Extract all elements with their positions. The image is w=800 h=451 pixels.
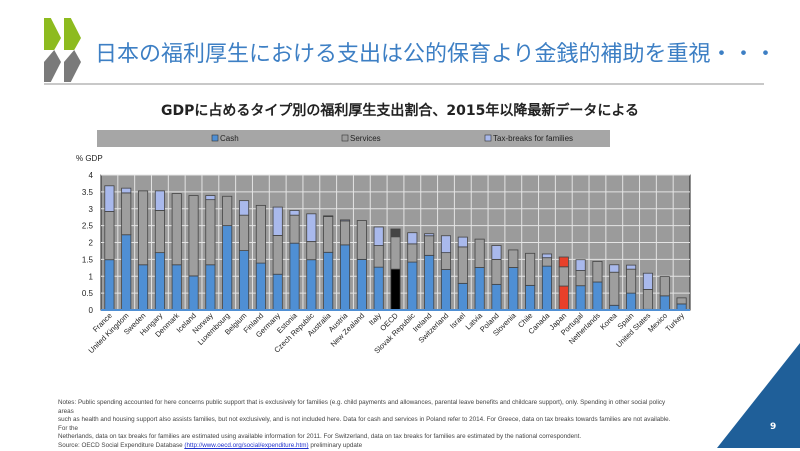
bar-segment-tax-breaks-for-families [121, 187, 132, 194]
bar-segment-services [676, 297, 687, 305]
note-line: Netherlands, data on tax breaks for fami… [58, 433, 582, 441]
y-tick-label: 0 [89, 306, 94, 315]
bar-segment-services [255, 204, 266, 264]
bar-segment-tax-breaks-for-families [626, 264, 637, 270]
bar-segment-tax-breaks-for-families [390, 228, 401, 238]
bar-segment-tax-breaks-for-families [205, 195, 216, 201]
bar-segment-services [171, 193, 182, 266]
bar-segment-tax-breaks-for-families [306, 213, 317, 242]
bar-segment-tax-breaks-for-families [541, 253, 552, 259]
title-divider [44, 83, 764, 85]
bar-segment-tax-breaks-for-families [575, 259, 586, 271]
y-tick-label: 0.5 [82, 289, 94, 298]
bar-segment-tax-breaks-for-families [440, 235, 452, 254]
note-line: such as health and housing support also … [58, 416, 671, 432]
y-tick-label: 2 [89, 239, 94, 248]
bar-segment-tax-breaks-for-families [373, 226, 384, 246]
legend-swatch [341, 134, 349, 142]
stacked-bar-chart: Cash Services Tax-breaks for families 0 0.5 1… [76, 130, 691, 355]
bar-segment-tax-breaks-for-families [323, 215, 334, 217]
y-tick-label: 3.5 [82, 188, 94, 197]
bar-segment-services [222, 195, 233, 227]
y-tick-label: 1.5 [82, 255, 94, 264]
legend-swatch [484, 134, 492, 142]
legend-swatch [211, 134, 219, 142]
y-tick-label: 1 [89, 272, 94, 281]
bar-segment-tax-breaks-for-families [154, 190, 165, 211]
bar-segment-services [138, 190, 149, 266]
legend-label: Cash [220, 134, 239, 143]
bar-segment-tax-breaks-for-families [424, 233, 435, 237]
bar-segment-tax-breaks-for-families [457, 236, 468, 248]
source-line: Source: OECD Social Expenditure Database… [58, 442, 678, 451]
oecd-chevron-logo [44, 18, 81, 82]
notes: Notes: Public spending accounted for her… [58, 399, 678, 451]
bar-segment-services [474, 238, 485, 268]
bar-segment-services [659, 276, 670, 297]
bar-segment-tax-breaks-for-families [491, 245, 502, 260]
source-link[interactable]: (http://www.oecd.org/social/expenditure.… [184, 441, 309, 449]
source-prefix: Source: OECD Social Expenditure Database [58, 441, 185, 449]
legend-label: Tax-breaks for families [493, 134, 573, 143]
page-number: 9 [770, 422, 777, 432]
bar-segment-tax-breaks-for-families [407, 232, 418, 245]
chart-title: GDPに占めるタイプ別の福利厚生支出割合、2015年以降最新データによる [161, 103, 639, 119]
y-axis-label: % GDP [76, 154, 103, 163]
y-tick-label: 2.5 [82, 222, 94, 231]
source-suffix: preliminary update [308, 441, 363, 449]
y-tick-label: 3 [89, 205, 94, 214]
bar-segment-tax-breaks-for-families [339, 219, 351, 222]
bar-segment-tax-breaks-for-families [239, 200, 250, 216]
bar-segment-tax-breaks-for-families [104, 185, 115, 212]
bar-segment-tax-breaks-for-families [272, 206, 283, 236]
bar-segment-services [356, 220, 367, 260]
bar-segment-services [525, 252, 536, 286]
bar-segment-tax-breaks-for-families [642, 272, 653, 290]
bar-segment-tax-breaks-for-families [609, 264, 620, 273]
bar-segment-services [508, 249, 519, 268]
bar-segment-tax-breaks-for-families [289, 210, 300, 216]
legend-label: Services [350, 134, 381, 143]
slide-title: 日本の福利厚生における支出は公的保育より金銭的補助を重視・・・ [95, 42, 777, 67]
bar-segment-services [188, 195, 199, 277]
note-line: Notes: Public spending accounted for her… [58, 399, 666, 415]
bar-segment-tax-breaks-for-families [558, 256, 569, 268]
bar-segment-services [592, 260, 603, 283]
legend [97, 130, 610, 147]
y-tick-label: 4 [89, 171, 94, 180]
